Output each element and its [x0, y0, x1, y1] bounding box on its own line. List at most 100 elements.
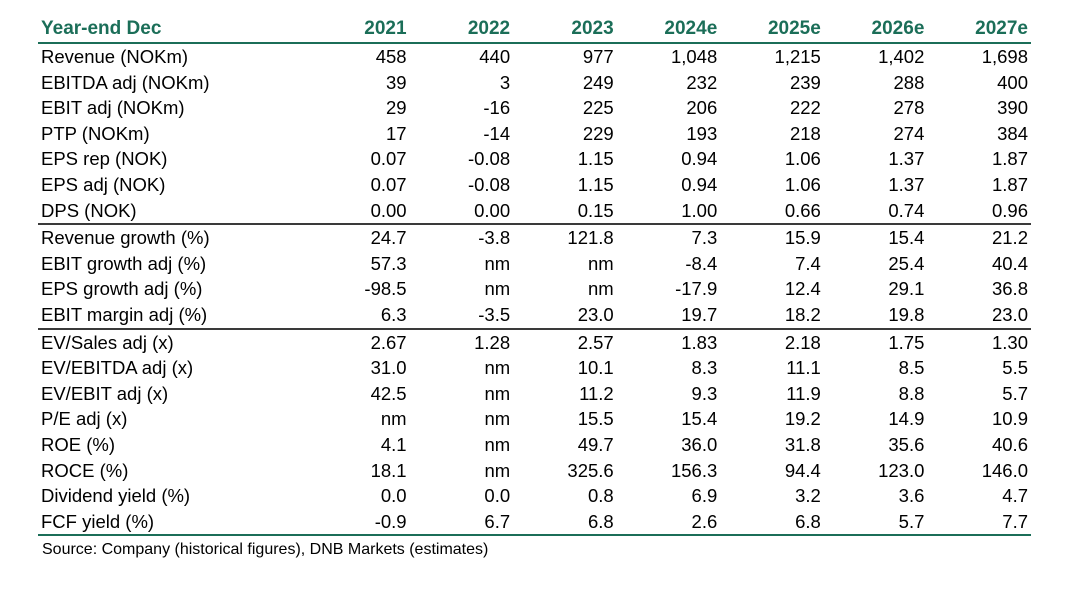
table-cell: 8.8 [898, 382, 925, 404]
row-label: EPS rep (NOK) [41, 148, 168, 170]
table-cell: 21.2 [991, 227, 1028, 249]
table-row: EBIT margin adj (%) 6.3 -3.5 23.0 19.7 18.2 19… [38, 301, 1031, 330]
table-cell: nm [588, 252, 614, 274]
table-cell: 0.94 [681, 173, 718, 195]
table-row: EV/Sales adj (x) 2.67 1.28 2.57 1.83 2.18 1.75… [38, 329, 1031, 356]
table-cell: 15.4 [681, 408, 718, 430]
table-cell: 10.1 [577, 357, 614, 379]
table-cell: 11.1 [786, 357, 821, 379]
table-cell: 1.83 [681, 331, 718, 353]
table-cell: 3.2 [795, 485, 821, 507]
table-cell: 6.7 [409, 508, 514, 537]
table-cell: 4.1 [380, 433, 407, 455]
row-label: EPS adj (NOK) [41, 173, 166, 195]
table-cell: 222 [789, 97, 821, 119]
table-cell: 31.0 [370, 357, 407, 379]
table-cell: 3.6 [898, 485, 925, 507]
table-cell: 440 [479, 46, 511, 67]
row-label: EV/Sales adj (x) [41, 331, 174, 353]
table-cell: nm [484, 408, 511, 430]
table-cell: 0.66 [720, 197, 824, 226]
table-row: Revenue (NOKm) 458 440 977 1,048 1,215 1,402 1,… [38, 43, 1031, 70]
table-row: PTP (NOKm) 17 -14 229 193 218 274 384 [38, 121, 1031, 147]
table-cell: 19.8 [823, 301, 928, 330]
table-cell: 6.9 [691, 485, 718, 507]
table-row: EPS growth adj (%) -98.5 nm nm -17.9 12.4 29.1… [38, 276, 1031, 302]
table-cell: 14.9 [888, 408, 925, 430]
row-label: EPS growth adj (%) [41, 278, 203, 300]
table-row: EPS adj (NOK) 0.07 -0.08 1.15 0.94 1.06 1.37 1.… [38, 172, 1031, 198]
table-cell: -0.9 [306, 508, 410, 537]
table-cell: 390 [997, 97, 1028, 119]
column-header-2025e: 2025e [720, 16, 824, 44]
table-row: Revenue growth (%) 24.7 -3.8 121.8 7.3 15.9 15… [38, 224, 1031, 251]
column-header-2021: 2021 [306, 16, 410, 44]
table-cell: 23.0 [927, 301, 1031, 330]
table-cell: 18.1 [370, 459, 407, 481]
row-label: Dividend yield (%) [41, 485, 191, 507]
table-cell: 1,215 [774, 46, 821, 67]
table-cell: 325.6 [567, 459, 614, 481]
row-label: FCF yield (%) [38, 508, 307, 537]
source-note: Source: Company (historical figures), DN… [42, 541, 489, 558]
table-cell: 123.0 [878, 459, 925, 481]
table-cell: 1.28 [474, 331, 511, 353]
column-header-2024e: 2024e [616, 16, 721, 44]
table-cell: -3.5 [409, 301, 514, 330]
table-cell: 5.7 [1002, 382, 1028, 404]
table-cell: 29.1 [888, 278, 925, 300]
table-cell: 218 [789, 122, 821, 144]
row-label: ROCE (%) [41, 459, 129, 481]
row-label: Revenue growth (%) [41, 227, 210, 249]
financial-summary-table: Year-end Dec 2021 2022 2023 2024e 2025e … [38, 16, 1031, 537]
table-cell: 15.9 [784, 227, 821, 249]
table-cell: 57.3 [370, 252, 407, 274]
table-cell: nm [484, 252, 511, 274]
table-cell: -16 [483, 97, 511, 119]
table-cell: 274 [893, 122, 925, 144]
table-cell: 42.5 [370, 382, 407, 404]
row-label: ROE (%) [41, 433, 115, 455]
table-row: DPS (NOK) 0.00 0.00 0.15 1.00 0.66 0.74 0.96 [38, 197, 1031, 226]
table-cell: 1,698 [981, 46, 1028, 67]
table-cell: nm [484, 278, 511, 300]
table-cell: 24.7 [370, 227, 407, 249]
table-cell: 18.2 [720, 301, 824, 330]
row-label: EBIT growth adj (%) [41, 252, 207, 274]
table-cell: nm [380, 408, 407, 430]
table-cell: 8.5 [898, 357, 925, 379]
row-label: EV/EBIT adj (x) [41, 382, 169, 404]
table-cell: 0.00 [306, 197, 410, 226]
table-cell: 0.0 [380, 485, 407, 507]
table-header-row: Year-end Dec 2021 2022 2023 2024e 2025e … [38, 16, 1031, 44]
table-cell: 121.8 [567, 227, 614, 249]
table-cell: 23.0 [513, 301, 617, 330]
row-label: PTP (NOKm) [41, 122, 150, 144]
column-header-year-end: Year-end Dec [38, 16, 307, 44]
row-label: P/E adj (x) [41, 408, 128, 430]
table-cell: 1.30 [991, 331, 1028, 353]
table-cell: 6.3 [306, 301, 410, 330]
table-row: EBIT adj (NOKm) 29 -16 225 206 222 278 390 [38, 95, 1031, 121]
table-cell: 6.8 [513, 508, 617, 537]
table-cell: -0.08 [467, 148, 511, 170]
table-body: Revenue (NOKm) 458 440 977 1,048 1,215 1,402 1,… [38, 43, 1031, 537]
table-cell: 29 [386, 97, 407, 119]
table-cell: 40.4 [991, 252, 1028, 274]
table-cell: 7.3 [691, 227, 718, 249]
table-row: EV/EBITDA adj (x) 31.0 nm 10.1 8.3 11.1 8.5 5.5 [38, 355, 1031, 381]
table-cell: 1.37 [888, 173, 925, 195]
table-row: ROE (%) 4.1 nm 49.7 36.0 31.8 35.6 40.6 [38, 432, 1031, 458]
table-cell: 12.4 [784, 278, 821, 300]
table-row: EBITDA adj (NOKm) 39 3 249 232 239 288 400 [38, 70, 1031, 96]
table-cell: 40.6 [991, 433, 1028, 455]
table-cell: 0.74 [823, 197, 928, 226]
column-header-2027e: 2027e [927, 16, 1031, 44]
table-cell: 1.06 [784, 173, 821, 195]
financial-summary-table-container: Year-end Dec 2021 2022 2023 2024e 2025e … [38, 16, 1031, 537]
table-cell: 0.07 [370, 148, 407, 170]
table-cell: 10.9 [991, 408, 1028, 430]
table-cell: 0.94 [681, 148, 718, 170]
table-cell: 19.7 [616, 301, 721, 330]
table-cell: 1.37 [888, 148, 925, 170]
